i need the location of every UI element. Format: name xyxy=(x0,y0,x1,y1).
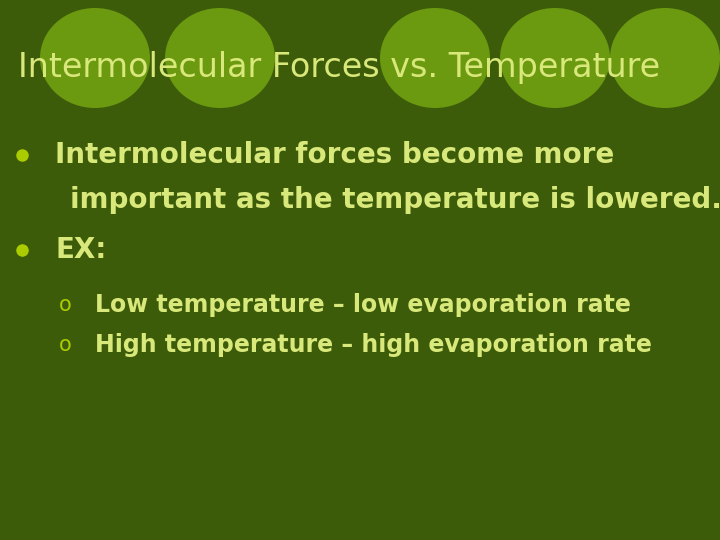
Text: important as the temperature is lowered.: important as the temperature is lowered. xyxy=(70,186,720,214)
Ellipse shape xyxy=(500,8,610,108)
Text: o: o xyxy=(58,335,71,355)
Text: Low temperature – low evaporation rate: Low temperature – low evaporation rate xyxy=(95,293,631,317)
Ellipse shape xyxy=(610,8,720,108)
Text: Intermolecular forces become more: Intermolecular forces become more xyxy=(55,141,614,169)
Ellipse shape xyxy=(380,8,490,108)
Text: High temperature – high evaporation rate: High temperature – high evaporation rate xyxy=(95,333,652,357)
Text: EX:: EX: xyxy=(55,236,107,264)
Ellipse shape xyxy=(165,8,275,108)
Text: o: o xyxy=(58,295,71,315)
Ellipse shape xyxy=(40,8,150,108)
Text: Intermolecular Forces vs. Temperature: Intermolecular Forces vs. Temperature xyxy=(18,51,660,84)
